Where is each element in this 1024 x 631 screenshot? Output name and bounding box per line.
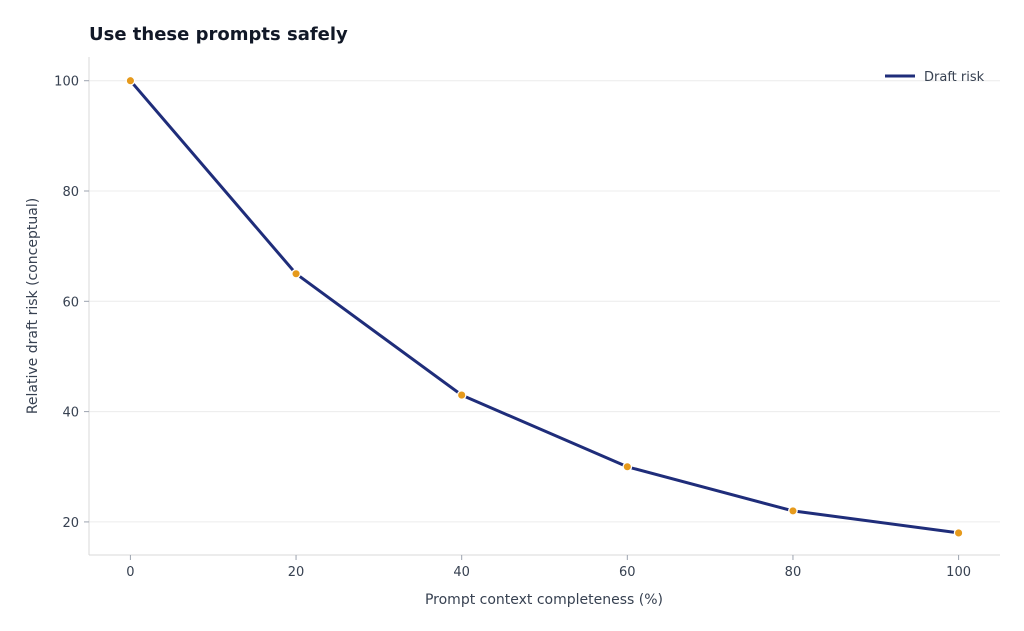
legend: Draft risk (885, 70, 985, 85)
y-tick-label-100: 100 (54, 75, 79, 90)
data-point-60 (622, 461, 633, 472)
y-tick-label-80: 80 (62, 185, 79, 200)
data-point-80 (788, 506, 798, 516)
y-tick-label-60: 60 (62, 295, 79, 310)
x-tick-label-40: 40 (453, 565, 470, 580)
y-tick-label-40: 40 (62, 406, 79, 421)
x-tick-label-60: 60 (619, 565, 636, 580)
y-axis-label: Relative draft risk (conceptual) (25, 198, 41, 414)
x-tick-label-0: 0 (126, 565, 134, 580)
data-point-40 (456, 390, 467, 400)
data-point-0 (125, 75, 136, 86)
chart-title: Use these prompts safely (89, 24, 348, 45)
x-axis-label: Prompt context completeness (%) (425, 592, 663, 608)
data-point-100 (953, 528, 964, 538)
y-axis-ticks: 20 40 60 80 100 (54, 75, 89, 531)
x-axis-ticks: 0 20 40 60 80 100 (126, 555, 971, 580)
x-tick-label-80: 80 (785, 565, 802, 580)
series-layer (125, 75, 964, 538)
data-point-20 (291, 268, 301, 279)
grid-lines (89, 80, 1000, 523)
y-tick-label-20: 20 (62, 516, 79, 531)
legend-label-draft-risk: Draft risk (924, 70, 985, 85)
x-tick-label-20: 20 (288, 565, 305, 580)
x-tick-label-100: 100 (946, 565, 971, 580)
series-line-0 (128, 79, 961, 535)
